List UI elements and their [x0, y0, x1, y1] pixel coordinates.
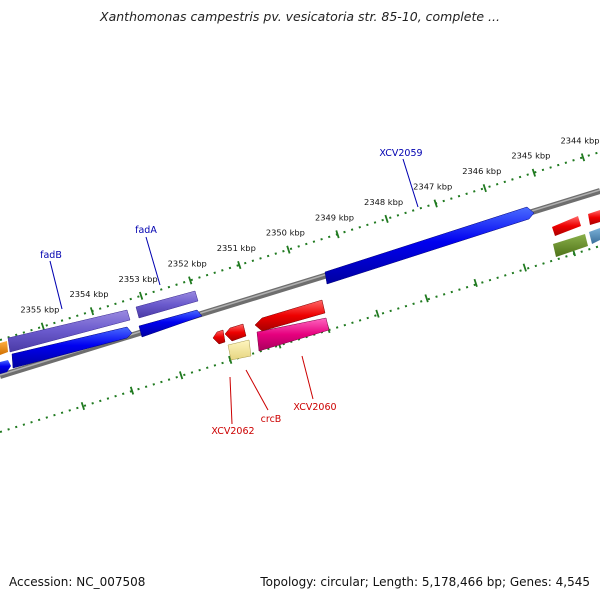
major-tick-outer: [188, 276, 193, 285]
gene-xcv2062[interactable]: [212, 329, 226, 345]
label-xcv2059: XCV2059: [379, 148, 422, 159]
gene-fadb[interactable]: [7, 309, 131, 353]
outer-scale-ring: [0, 151, 600, 341]
scale-tick-label: 2352 kbp: [168, 258, 207, 268]
gene-crcb-partner[interactable]: [224, 323, 247, 342]
label-xcv2060: XCV2060: [293, 402, 336, 413]
label-xcv2062: XCV2062: [211, 426, 254, 437]
gene-xcv2059[interactable]: [324, 206, 535, 285]
major-tick-outer: [531, 168, 536, 177]
scale-tick-label: 2347 kbp: [413, 181, 452, 191]
map-title: Xanthomonas campestris pv. vesicatoria s…: [100, 9, 500, 24]
leader-xcv2060: [301, 355, 314, 400]
leader-xcv2062: [229, 376, 233, 425]
gene-orange-partial[interactable]: [0, 341, 8, 355]
gene-fadb-operon[interactable]: [11, 326, 133, 369]
major-tick-inner: [473, 278, 478, 288]
inner-scale-ring: [0, 245, 600, 433]
leader-xcv2059: [402, 158, 419, 208]
major-tick-outer: [286, 245, 291, 254]
scale-tick-label: 2355 kbp: [20, 305, 59, 315]
major-tick-outer: [384, 214, 389, 223]
major-tick-outer: [433, 199, 438, 208]
scale-tick-label: 2350 kbp: [266, 228, 305, 238]
major-tick-inner: [179, 371, 184, 380]
gene-right-olive[interactable]: [553, 234, 588, 257]
major-tick-inner: [375, 309, 380, 318]
scale-tick-label: 2346 kbp: [462, 166, 501, 176]
scale-tick-label: 2344 kbp: [560, 135, 599, 145]
label-fadb: fadB: [40, 250, 62, 261]
gene-xcv2060-partner[interactable]: [254, 299, 326, 332]
major-tick-outer: [482, 184, 487, 193]
gene-right-red-top[interactable]: [552, 216, 581, 236]
scale-tick-label: 2353 kbp: [119, 274, 158, 284]
leader-fada: [145, 236, 161, 286]
major-tick-outer: [580, 153, 586, 162]
major-tick-outer: [335, 230, 340, 239]
leader-fadb: [49, 260, 63, 310]
label-crcb: crcB: [261, 414, 282, 425]
major-tick-inner: [80, 401, 85, 411]
leader-crcb: [245, 369, 269, 411]
scale-tick-label: 2348 kbp: [364, 197, 403, 207]
major-tick-outer: [40, 322, 45, 331]
major-tick-outer: [139, 291, 144, 300]
scale-tick-labels: 2344 kbp 2345 kbp 2346 kbp 2347 kbp 2348 kbp…: [20, 135, 599, 314]
gene-fada[interactable]: [135, 290, 199, 319]
gene-xcv2060[interactable]: [256, 317, 330, 352]
gene-crcb[interactable]: [227, 339, 252, 361]
gene-fadb-partner[interactable]: [138, 309, 203, 338]
major-tick-inner: [228, 355, 233, 364]
scale-tick-label: 2349 kbp: [315, 212, 354, 222]
label-fada: fadA: [135, 225, 157, 236]
scale-ticks: [40, 153, 586, 411]
major-tick-outer: [89, 307, 95, 316]
gene-right-steel[interactable]: [589, 228, 600, 244]
gene-left-blue-partial[interactable]: [0, 360, 11, 374]
scale-tick-label: 2345 kbp: [511, 151, 550, 161]
major-tick-inner: [424, 294, 429, 303]
scale-tick-label: 2351 kbp: [217, 243, 256, 253]
genome-summary: Topology: circular; Length: 5,178,466 bp…: [260, 575, 590, 589]
major-tick-outer: [237, 260, 242, 270]
accession-label: Accession: NC_007508: [9, 575, 146, 589]
major-tick-inner: [522, 263, 527, 272]
gene-right-red-top-2[interactable]: [588, 210, 600, 225]
scale-tick-label: 2354 kbp: [69, 289, 108, 299]
major-tick-inner: [129, 386, 135, 395]
